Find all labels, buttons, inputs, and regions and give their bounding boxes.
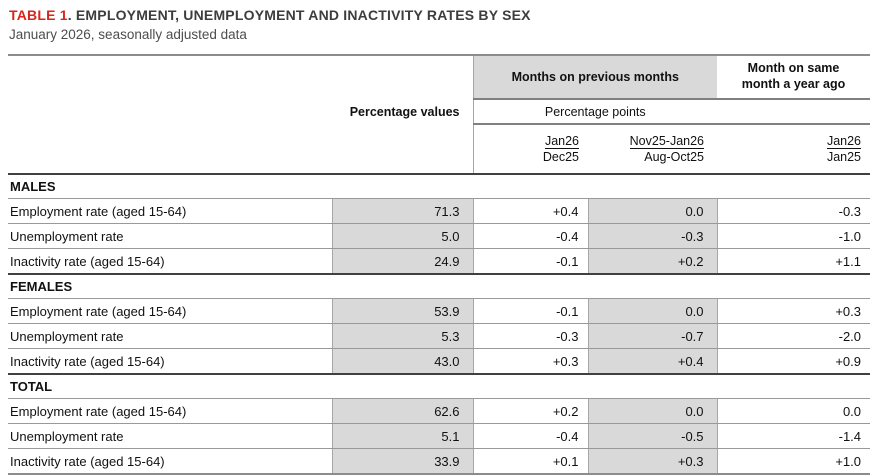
cell-year-change: +1.0 <box>716 448 871 475</box>
table-subtitle: January 2026, seasonally adjusted data <box>9 27 247 42</box>
cell-month-change: -0.1 <box>472 298 588 324</box>
cell-month-change: -0.3 <box>472 323 588 349</box>
table-row: Unemployment rate 5.1 -0.4 -0.5 -1.4 <box>8 423 871 449</box>
cell-percentage-value: 24.9 <box>331 248 473 275</box>
table-row: Unemployment rate 5.3 -0.3 -0.7 -2.0 <box>8 323 871 349</box>
row-label: Unemployment rate <box>8 323 332 349</box>
section-header-row: FEMALES <box>8 273 871 299</box>
cell-quarter-change: -0.7 <box>587 323 718 349</box>
cell-year-change: +0.3 <box>716 298 871 324</box>
section-title-total: TOTAL <box>8 373 871 399</box>
cell-month-change: -0.1 <box>472 248 588 275</box>
table-row: Inactivity rate (aged 15-64) 43.0 +0.3 +… <box>8 348 871 375</box>
cell-percentage-value: 53.9 <box>331 298 473 324</box>
cell-percentage-value: 43.0 <box>331 348 473 375</box>
cell-percentage-value: 33.9 <box>331 448 473 475</box>
cell-year-change: -2.0 <box>716 323 871 349</box>
cell-month-change: -0.4 <box>472 423 588 449</box>
header-period-cell: Jan26 <box>717 124 870 149</box>
row-label: Employment rate (aged 15-64) <box>8 298 332 324</box>
header-period-numerator-row: Jan26 Nov25-Jan26 Jan26 <box>8 124 870 149</box>
cell-month-change: +0.4 <box>472 198 588 224</box>
cell-quarter-change: -0.5 <box>587 423 718 449</box>
header-period-denominator-row: Dec25 Aug-Oct25 Jan25 <box>8 149 870 174</box>
cell-quarter-change: +0.3 <box>587 448 718 475</box>
cell-percentage-value: 62.6 <box>331 398 473 424</box>
header-group-row: Months on previous months Month on same … <box>8 54 871 100</box>
cell-year-change: -1.4 <box>716 423 871 449</box>
cell-year-change: -0.3 <box>716 198 871 224</box>
table-row: Employment rate (aged 15-64) 62.6 +0.2 0… <box>8 398 871 424</box>
period-denominator: Jan25 <box>826 150 862 164</box>
cell-month-change: +0.3 <box>472 348 588 375</box>
cell-quarter-change: 0.0 <box>587 298 718 324</box>
cell-percentage-value: 71.3 <box>331 198 473 224</box>
table-row: Unemployment rate 5.0 -0.4 -0.3 -1.0 <box>8 223 871 249</box>
table-row: Inactivity rate (aged 15-64) 24.9 -0.1 +… <box>8 248 871 275</box>
period-denominator: Dec25 <box>542 150 579 164</box>
period-numerator: Jan26 <box>826 134 862 149</box>
header-empty-cell <box>8 124 332 149</box>
row-label: Inactivity rate (aged 15-64) <box>8 348 332 375</box>
cell-percentage-value: 5.3 <box>331 323 473 349</box>
cell-month-change: -0.4 <box>472 223 588 249</box>
table-title-text: . EMPLOYMENT, UNEMPLOYMENT AND INACTIVIT… <box>67 7 531 23</box>
cell-year-change: 0.0 <box>716 398 871 424</box>
period-numerator: Jan26 <box>544 134 579 149</box>
cell-quarter-change: -0.3 <box>587 223 718 249</box>
section-header-row: MALES <box>8 173 871 199</box>
cell-quarter-change: +0.2 <box>587 248 718 275</box>
employment-rates-table: Months on previous months Month on same … <box>8 54 871 475</box>
header-percentage-values: Percentage values <box>332 99 474 124</box>
cell-year-change: +0.9 <box>716 348 871 375</box>
cell-percentage-value: 5.1 <box>331 423 473 449</box>
table-row: Employment rate (aged 15-64) 53.9 -0.1 0… <box>8 298 871 324</box>
header-percentage-points: Percentage points <box>473 99 718 125</box>
section-title-females: FEMALES <box>8 273 871 299</box>
cell-quarter-change: 0.0 <box>587 398 718 424</box>
header-empty-cell <box>332 149 474 174</box>
table-title: TABLE 1. EMPLOYMENT, UNEMPLOYMENT AND IN… <box>9 7 531 23</box>
header-period-cell: Jan26 <box>473 124 588 149</box>
cell-year-change: +1.1 <box>716 248 871 275</box>
table-row: Employment rate (aged 15-64) 71.3 +0.4 0… <box>8 198 871 224</box>
row-label: Employment rate (aged 15-64) <box>8 398 332 424</box>
header-period-cell: Nov25-Jan26 <box>588 124 717 149</box>
row-label: Inactivity rate (aged 15-64) <box>8 248 332 275</box>
row-label: Unemployment rate <box>8 423 332 449</box>
period-numerator: Nov25-Jan26 <box>629 134 705 149</box>
period-denominator: Aug-Oct25 <box>644 150 705 164</box>
cell-quarter-change: +0.4 <box>587 348 718 375</box>
statistical-release-page: TABLE 1. EMPLOYMENT, UNEMPLOYMENT AND IN… <box>8 7 871 475</box>
cell-month-change: +0.2 <box>472 398 588 424</box>
row-label: Unemployment rate <box>8 223 332 249</box>
header-empty-cell <box>332 124 474 149</box>
cell-percentage-value: 5.0 <box>331 223 473 249</box>
header-month-on-same-month-a-year-ago: Month on same month a year ago <box>717 54 871 100</box>
section-title-males: MALES <box>8 173 871 199</box>
header-spacer <box>8 54 474 99</box>
header-months-on-previous-months: Months on previous months <box>473 54 718 100</box>
cell-month-change: +0.1 <box>472 448 588 475</box>
table-row: Inactivity rate (aged 15-64) 33.9 +0.1 +… <box>8 448 871 475</box>
section-header-row: TOTAL <box>8 373 871 399</box>
table-number: TABLE 1 <box>9 7 68 23</box>
row-label: Inactivity rate (aged 15-64) <box>8 448 332 475</box>
header-empty-cell <box>717 99 871 125</box>
header-empty-cell <box>8 149 332 174</box>
header-units-row: Percentage values Percentage points <box>8 99 871 125</box>
row-label: Employment rate (aged 15-64) <box>8 198 332 224</box>
cell-quarter-change: 0.0 <box>587 198 718 224</box>
header-empty-cell <box>8 99 332 124</box>
cell-year-change: -1.0 <box>716 223 871 249</box>
